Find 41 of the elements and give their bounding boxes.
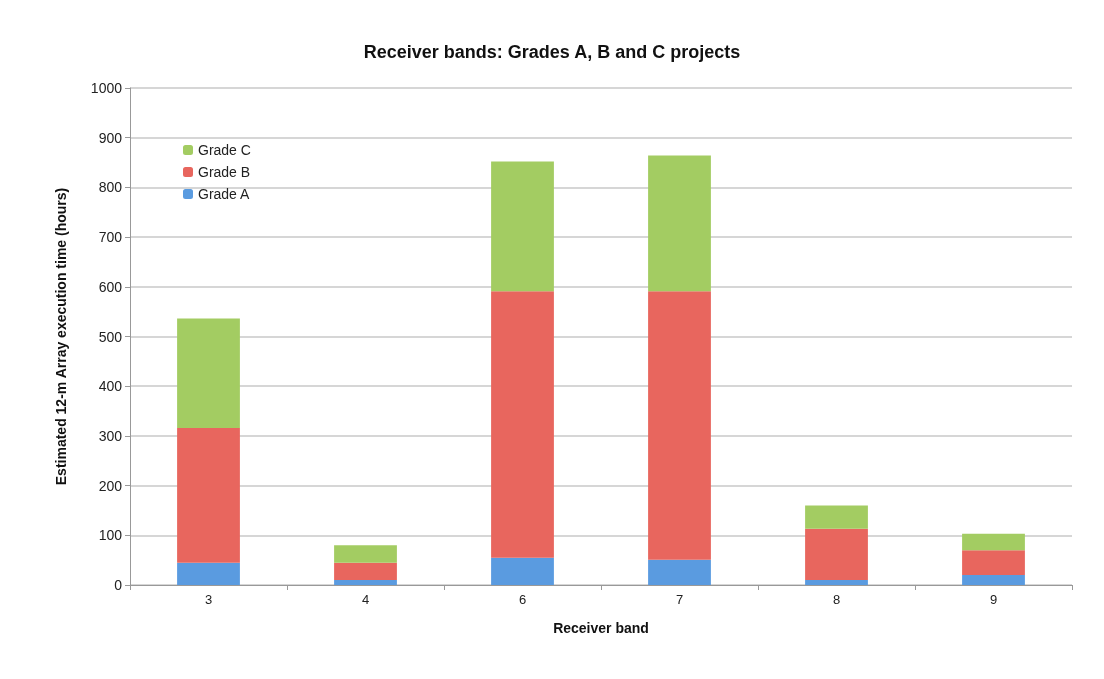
legend-label: Grade B [198, 164, 251, 180]
bar [334, 580, 397, 585]
y-tick-label: 200 [98, 477, 123, 494]
x-tick-label: 4 [361, 592, 370, 607]
y-tick-label: 700 [98, 229, 123, 246]
y-tick-label: 400 [98, 378, 123, 395]
bar [177, 318, 240, 428]
bar [177, 562, 240, 585]
bar [648, 291, 711, 560]
y-tick-label: 1000 [90, 80, 123, 96]
x-tick-label: 8 [832, 592, 841, 607]
bar [962, 533, 1025, 551]
x-tick-label: 6 [518, 592, 527, 607]
bar [805, 528, 868, 581]
y-tick-label: 500 [98, 328, 123, 345]
legend-label: Grade C [198, 142, 251, 158]
y-tick-label: 600 [98, 278, 123, 295]
bar [334, 562, 397, 581]
bar [648, 559, 711, 585]
y-tick-label: 0 [114, 577, 123, 593]
bar [334, 545, 397, 563]
y-axis-title: Estimated 12-m Array execution time (hours) [53, 187, 69, 486]
legend-label: Grade A [198, 186, 251, 202]
bar [648, 155, 711, 292]
x-axis-title: Receiver band [553, 620, 649, 636]
bar [491, 161, 554, 292]
bar [805, 505, 868, 529]
y-tick-label: 800 [98, 179, 123, 196]
x-tick-label: 3 [204, 592, 213, 607]
x-tick-label: 7 [675, 592, 684, 607]
bar [491, 557, 554, 585]
x-tick-label: 9 [989, 592, 998, 607]
bar [962, 575, 1025, 585]
y-tick-label: 300 [98, 427, 123, 444]
y-tick-label: 100 [98, 527, 123, 544]
bar [491, 291, 554, 558]
bar [962, 550, 1025, 576]
bar [805, 580, 868, 585]
chart-title: Receiver bands: Grades A, B and C projects [363, 42, 741, 62]
y-tick-label: 900 [98, 129, 123, 146]
bar [177, 427, 240, 563]
